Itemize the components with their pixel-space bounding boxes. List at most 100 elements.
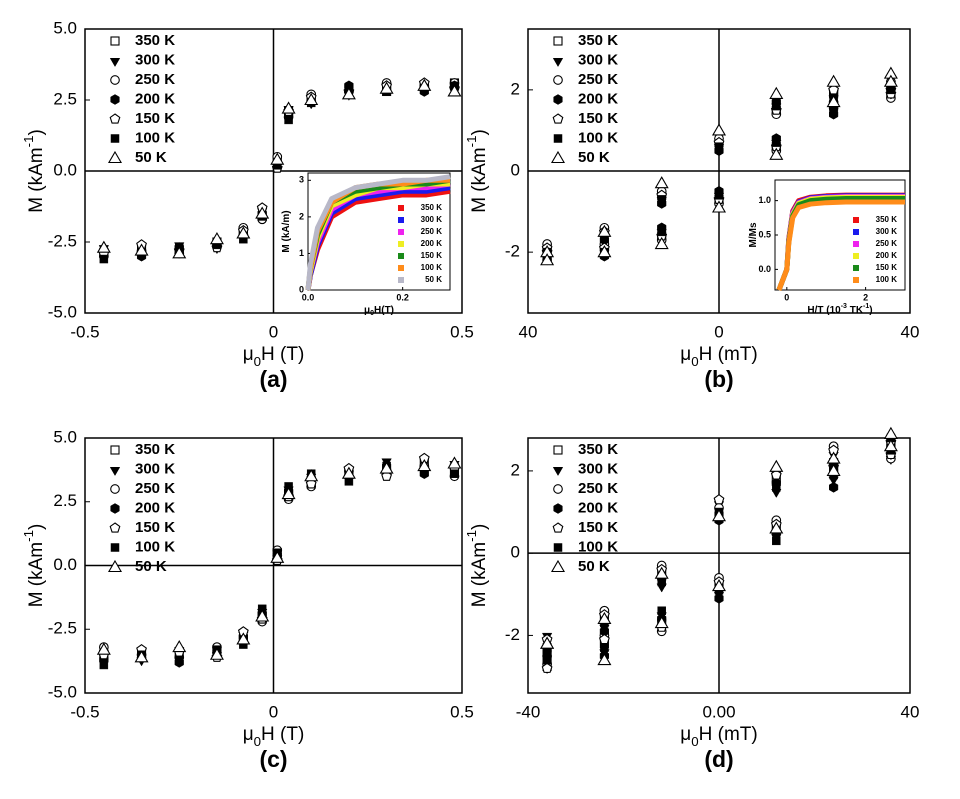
x-axis-label-part: μ [364, 305, 370, 316]
x-axis-label: μ0H (mT) [680, 344, 757, 369]
y-axis-label: M (kAm-1) [21, 129, 47, 213]
x-tick-label: -40 [516, 702, 541, 721]
x-tick-label: 40 [519, 322, 538, 341]
y-axis-label-part: ) [26, 129, 47, 135]
legend-label: 350 K [135, 32, 175, 49]
marker [236, 632, 251, 645]
y-axis-label: M (kAm-1) [464, 524, 490, 608]
marker [341, 466, 356, 479]
marker [553, 94, 563, 105]
x-axis-label-part: H (mT) [699, 724, 758, 745]
marker [597, 652, 612, 666]
marker [600, 643, 609, 653]
legend-label: 50 K [135, 558, 167, 575]
marker [134, 243, 149, 256]
x-axis-label-part: TK [847, 305, 864, 316]
legend-label: 300 K [135, 460, 175, 477]
legend-label: 100 K [876, 275, 898, 284]
marker [772, 483, 781, 492]
x-axis-label-part: 0 [691, 354, 698, 369]
marker [110, 36, 120, 46]
marker [772, 536, 781, 546]
marker [281, 486, 296, 500]
series-line [305, 174, 451, 291]
legend-label: 100 K [578, 129, 618, 146]
marker [417, 78, 432, 91]
legend-label: 150 K [578, 519, 618, 536]
marker [107, 150, 123, 164]
marker [711, 509, 727, 522]
x-axis-label-part: 0 [254, 354, 261, 369]
marker [447, 84, 462, 97]
marker [769, 459, 784, 472]
x-axis-label-part: μ [680, 344, 691, 365]
marker [552, 58, 564, 68]
x-tick-label: 0 [784, 292, 789, 302]
marker [714, 191, 724, 200]
marker [540, 253, 555, 266]
y-tick-label: 0.5 [758, 229, 771, 239]
marker [657, 227, 666, 237]
x-tick-label: 0 [714, 322, 723, 341]
marker [284, 115, 293, 125]
legend-label: 350 K [578, 32, 618, 49]
y-tick-label: -2.5 [48, 619, 77, 638]
marker [553, 543, 563, 552]
x-axis-label: μ0H (T) [243, 344, 305, 369]
x-axis-label-part: -1 [863, 303, 869, 310]
legend-label: 250 K [421, 227, 443, 236]
marker [552, 113, 564, 124]
legend-label: 100 K [421, 263, 443, 272]
legend-swatch [853, 241, 859, 247]
marker [109, 58, 121, 68]
x-tick-label: 0 [269, 702, 278, 721]
marker [175, 655, 184, 665]
legend-label: 200 K [421, 239, 443, 248]
legend-label: 200 K [135, 90, 175, 107]
marker [654, 236, 669, 250]
marker [713, 494, 725, 505]
marker [304, 92, 319, 106]
y-axis-label: M (kAm-1) [21, 524, 47, 608]
x-tick-label: -0.5 [70, 702, 99, 721]
marker [597, 611, 612, 625]
y-axis-label-part: ) [26, 524, 47, 530]
marker [540, 636, 555, 649]
marker [657, 195, 666, 204]
legend-label: 300 K [876, 227, 898, 236]
marker [657, 577, 666, 587]
y-axis-label-part: M (kAm [26, 147, 47, 212]
x-tick-label: -0.5 [70, 322, 99, 341]
marker [654, 615, 669, 629]
marker [826, 94, 841, 108]
legend-label: 250 K [578, 480, 618, 497]
panel-label: (d) [704, 746, 733, 772]
marker [711, 123, 727, 136]
y-tick-label: 5.0 [53, 427, 77, 446]
marker [209, 647, 224, 660]
marker [110, 445, 120, 455]
marker [883, 74, 898, 87]
marker [109, 522, 121, 533]
y-axis-label: M (kAm-1) [464, 129, 490, 213]
legend-swatch [398, 229, 404, 235]
x-axis-label-part: H (T) [261, 724, 304, 745]
legend-label: 100 K [135, 538, 175, 555]
marker [134, 650, 149, 663]
marker [110, 543, 120, 552]
legend-label: 250 K [135, 480, 175, 497]
marker [553, 503, 563, 514]
marker [654, 566, 669, 579]
y-axis-label-part: M (kAm [26, 542, 47, 607]
marker [304, 469, 319, 482]
marker [772, 138, 781, 147]
marker [826, 74, 841, 87]
marker [769, 521, 784, 534]
marker [553, 75, 563, 85]
legend-label: 50 K [135, 149, 167, 166]
legend-label: 100 K [135, 129, 175, 146]
marker [379, 461, 394, 474]
legend-label: 350 K [578, 441, 618, 458]
y-tick-label: 2.5 [53, 89, 77, 108]
